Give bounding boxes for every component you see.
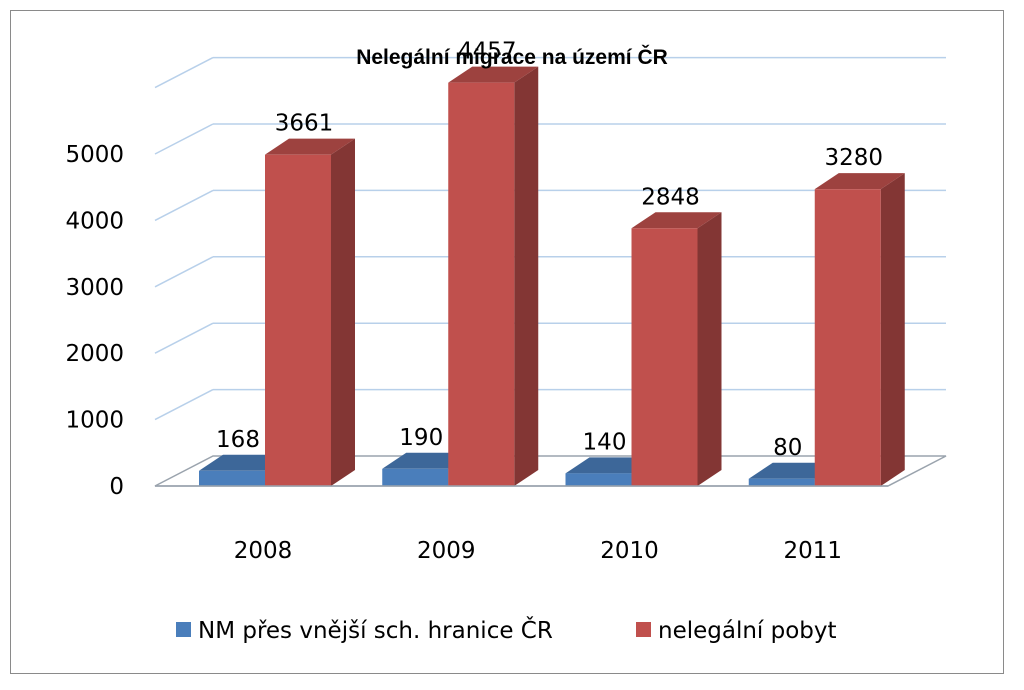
bar-side — [697, 212, 722, 487]
legend-swatch — [636, 622, 651, 637]
y-tick-label: 4000 — [65, 208, 124, 234]
gridline-side — [154, 123, 214, 155]
bar-top — [448, 66, 539, 83]
bar — [382, 468, 449, 486]
bar-top — [265, 138, 355, 155]
data-label: 3661 — [275, 111, 334, 137]
data-label: 190 — [399, 425, 443, 451]
y-tick-label: 5000 — [65, 142, 124, 168]
data-label: 80 — [773, 435, 802, 461]
data-labels: 168 3661 190 4457 140 2848 80 3280 — [216, 39, 883, 461]
data-label: 2848 — [641, 184, 700, 210]
bar-top — [631, 212, 722, 229]
bar — [265, 154, 331, 486]
bar — [748, 478, 815, 486]
y-tick-label: 3000 — [65, 275, 124, 301]
bar-side — [514, 66, 539, 486]
bar-top — [814, 173, 905, 190]
bar-side — [880, 173, 905, 486]
legend-swatch — [176, 622, 191, 637]
y-tick-label: 1000 — [65, 408, 124, 434]
x-tick-label: 2008 — [234, 538, 293, 564]
bar-side — [331, 138, 355, 486]
legend-label: nelegální pobyt — [658, 618, 837, 644]
bar — [199, 470, 265, 486]
x-tick-label: 2009 — [417, 538, 476, 564]
gridline-side — [154, 388, 214, 421]
data-label: 168 — [216, 427, 260, 453]
gridline-side — [154, 322, 214, 354]
x-tick-label: 2011 — [783, 538, 842, 564]
chart-title: Nelegální migrace na území ČR — [356, 45, 668, 69]
gridline-side — [154, 56, 214, 89]
legend-label: NM přes vnější sch. hranice ČR — [198, 616, 553, 644]
data-label: 4457 — [458, 39, 517, 65]
bar — [565, 473, 632, 486]
bar — [448, 82, 515, 486]
y-tick-label: 0 — [109, 474, 124, 500]
axes: 0 1000 2000 3000 4000 5000 2008 2009 2010 2011 — [65, 142, 888, 564]
bar — [631, 228, 698, 487]
bars — [199, 66, 905, 487]
data-label: 3280 — [824, 145, 883, 171]
y-tick-label: 2000 — [65, 341, 124, 367]
gridline-side — [154, 256, 214, 288]
x-tick-label: 2010 — [600, 538, 659, 564]
gridline-side — [154, 189, 214, 222]
data-label: 140 — [583, 429, 627, 455]
bar — [814, 189, 881, 486]
legend: NM přes vnější sch. hranice ČR nelegální … — [176, 616, 837, 644]
